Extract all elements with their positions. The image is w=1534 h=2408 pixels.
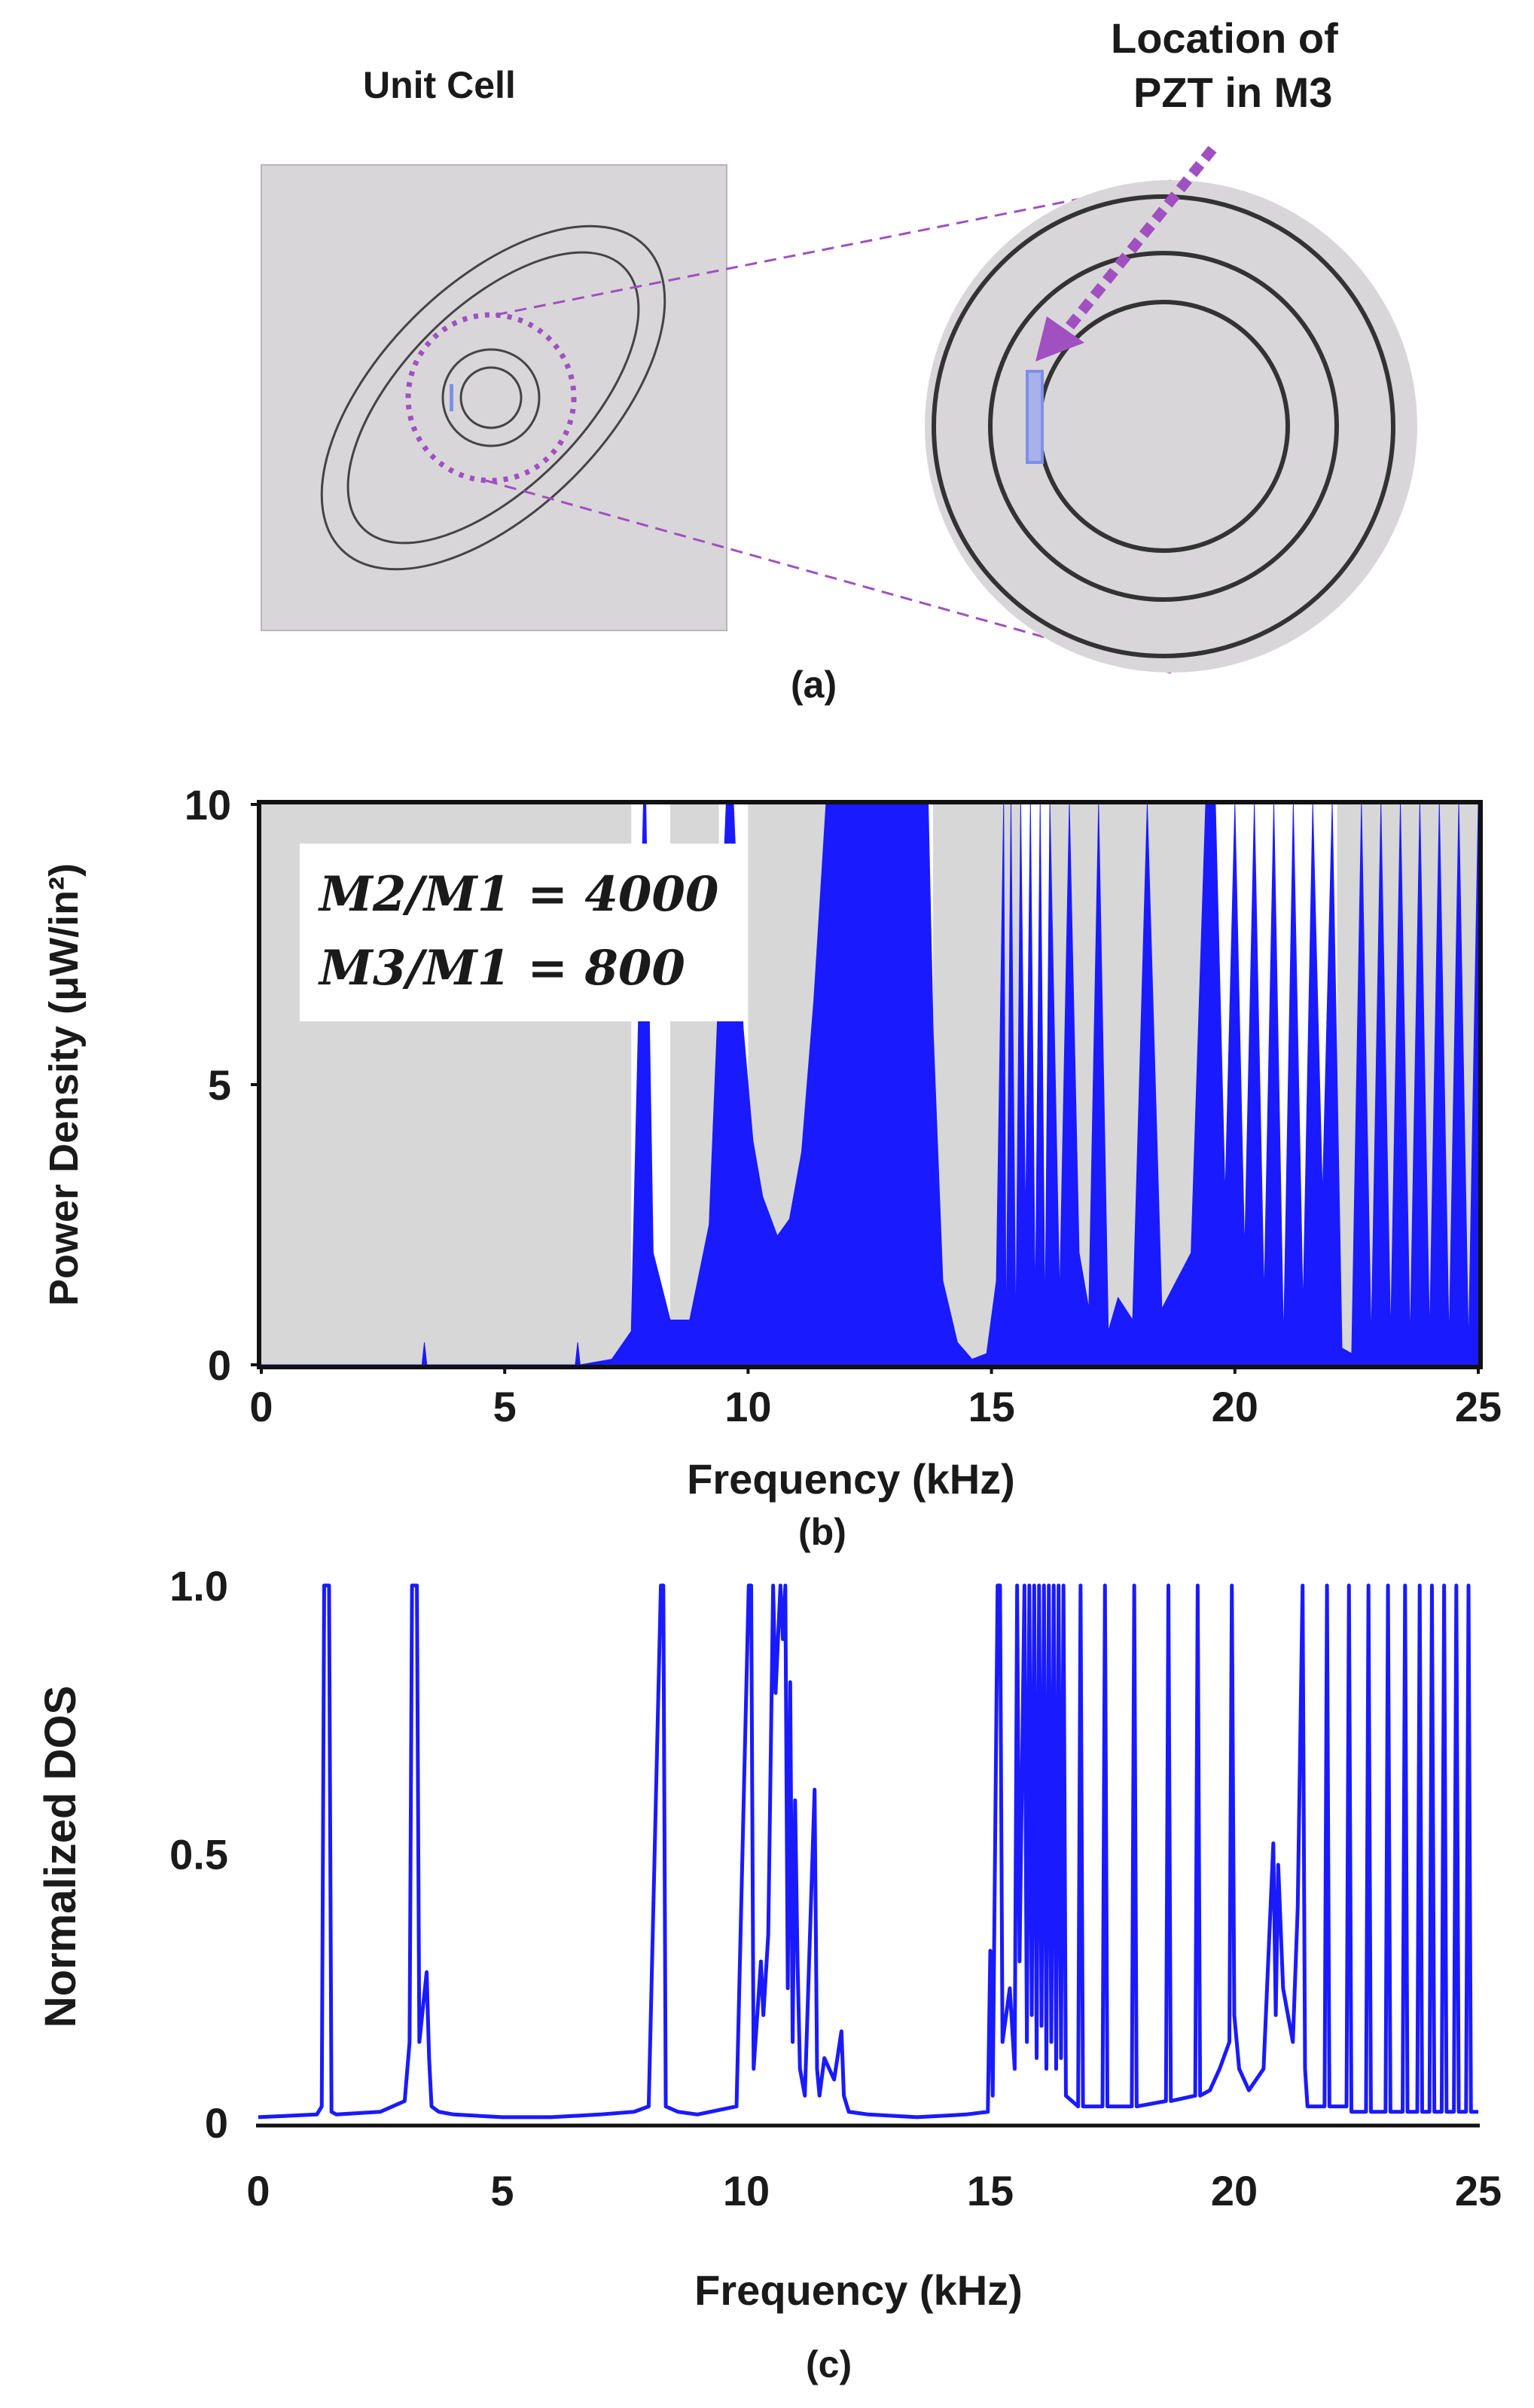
dos-xtick-label-5: 25: [1455, 2167, 1502, 2214]
legend-mass-ratio-m2: M2/M1 = 4000: [319, 866, 719, 923]
caption-a: (a): [791, 664, 837, 706]
caption-b: (b): [798, 1511, 846, 1553]
caption-c: (c): [806, 2343, 852, 2385]
dos-xtick-label-0: 0: [246, 2167, 270, 2214]
unit-cell-ring-outer: [441, 348, 541, 447]
unit-cell-ring-inner: [459, 366, 523, 429]
pd-xtick-label-2: 10: [724, 1383, 771, 1430]
pd-ytick-label-1: 5: [208, 1061, 231, 1109]
pd-xtick-label-4: 20: [1212, 1383, 1258, 1430]
power-density-series: [261, 804, 1479, 1366]
dos-xtick-label-3: 15: [967, 2167, 1014, 2214]
pzt-location-label-line1: Location of: [1111, 14, 1338, 62]
dos-ytick-label-1: 0.5: [169, 1831, 228, 1878]
dos-series: [258, 1583, 1478, 2120]
zoom-disc: [925, 180, 1417, 673]
zoom-ring-middle: [988, 251, 1339, 602]
pd-ytick-label-0: 0: [208, 1341, 231, 1389]
dos-ytick-label-0: 0: [205, 2099, 228, 2147]
pd-xtick-label-0: 0: [249, 1383, 273, 1430]
legend-mass-ratio-m3: M3/M1 = 800: [319, 940, 685, 996]
zoom-line-top: [495, 179, 1172, 316]
dos-xlabel: Frequency (kHz): [694, 2266, 1023, 2314]
unit-cell-outer-ellipse: [320, 224, 666, 571]
dos-ylabel: Normalized DOS: [36, 1686, 85, 2028]
power-density-xlabel: Frequency (kHz): [687, 1455, 1015, 1503]
zoom-selection-circle: [405, 312, 577, 484]
pd-ytick-label-2: 10: [185, 781, 231, 829]
legend-box: [300, 844, 744, 1021]
unit-cell-inner-ellipse: [346, 251, 640, 545]
zoom-ring-outer: [932, 194, 1395, 658]
zoom-pzt: [1026, 370, 1044, 464]
pd-xtick-label-1: 5: [493, 1383, 517, 1430]
dos-xtick-label-1: 5: [490, 2167, 514, 2214]
unit-cell-label: Unit Cell: [363, 64, 516, 106]
pd-xtick-label-3: 15: [968, 1383, 1014, 1430]
pd-xtick-label-5: 25: [1455, 1383, 1502, 1430]
pzt-location-label-line2: PZT in M3: [1133, 69, 1333, 116]
dos-xtick-label-4: 20: [1211, 2167, 1258, 2214]
power-density-ylabel: Power Density (μW/in²): [41, 863, 87, 1306]
dos-xtick-label-2: 10: [723, 2167, 770, 2214]
unit-cell-square: [261, 164, 727, 631]
pzt-pointer-arrow-head: [1035, 316, 1084, 362]
dos-ytick-label-2: 1.0: [169, 1562, 228, 1610]
unit-cell-pzt: [450, 384, 453, 411]
